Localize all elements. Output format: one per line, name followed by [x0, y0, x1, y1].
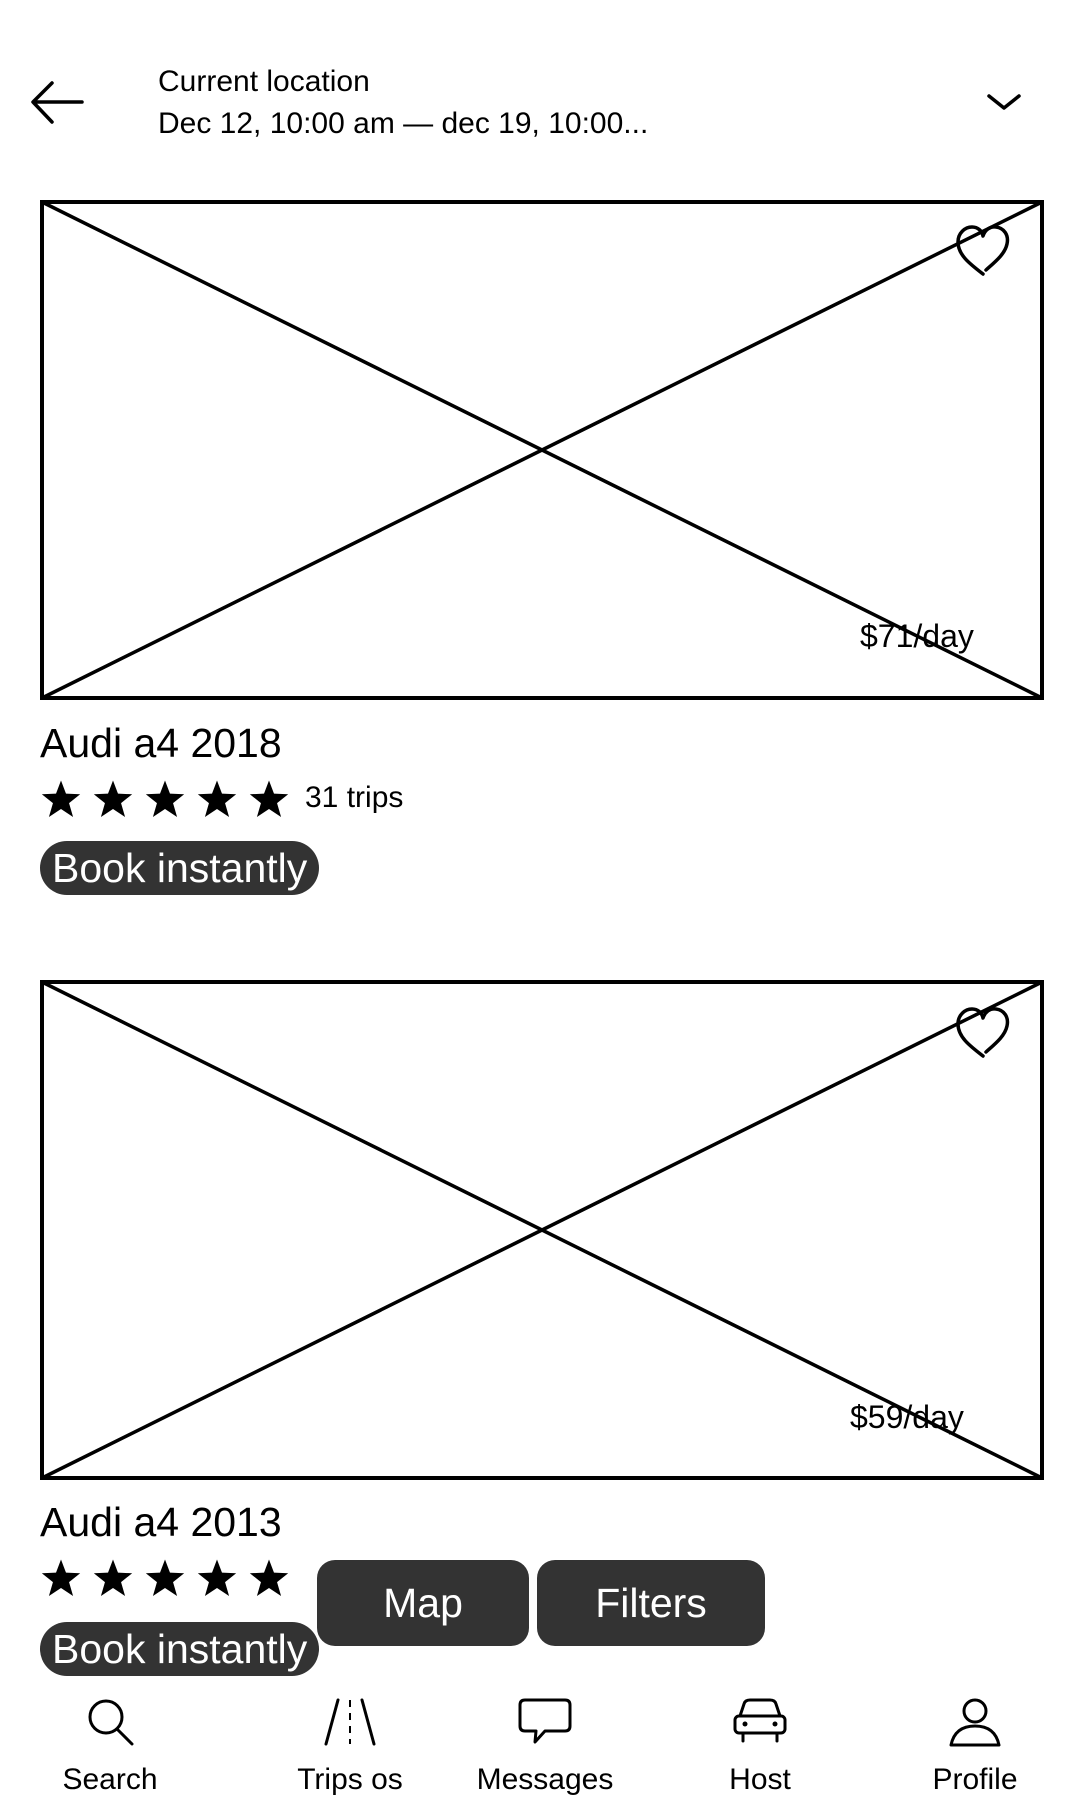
book-instantly-badge: Book instantly [40, 841, 320, 895]
favorite-button[interactable] [952, 1004, 1014, 1066]
nav-messages[interactable]: Messages [470, 1696, 620, 1798]
listing-photo[interactable] [40, 200, 1044, 700]
nav-label: Trips os [297, 1763, 403, 1796]
listing-photo[interactable] [40, 980, 1044, 1480]
star-rating [38, 777, 292, 823]
star-icon [93, 780, 133, 818]
star-rating [38, 1556, 292, 1602]
star-icon [249, 780, 289, 818]
nav-profile[interactable]: Profile [905, 1696, 1045, 1798]
favorite-button[interactable] [952, 222, 1014, 284]
star-icon [249, 1559, 289, 1597]
back-button[interactable] [28, 78, 86, 128]
star-icon [197, 780, 237, 818]
nav-label: Profile [932, 1763, 1018, 1796]
expand-button[interactable] [983, 88, 1025, 118]
star-icon [93, 1559, 133, 1597]
heart-icon [956, 1007, 1010, 1058]
car-title[interactable]: Audi a4 2018 [40, 720, 282, 766]
book-instantly-badge: Book instantly [40, 1622, 320, 1676]
road-icon [324, 1698, 376, 1746]
nav-search[interactable]: Search [40, 1696, 180, 1798]
price-tag: $59/day [850, 1399, 964, 1435]
nav-label: Host [729, 1763, 791, 1796]
arrow-left-icon [31, 81, 84, 124]
heart-icon [956, 225, 1010, 276]
filters-button[interactable]: Filters [537, 1560, 765, 1646]
star-icon [145, 780, 185, 818]
image-placeholder [40, 980, 1044, 1480]
price-tag: $71/day [860, 618, 974, 654]
image-placeholder [40, 200, 1044, 700]
date-range: Dec 12, 10:00 am — dec 19, 10:00... [158, 107, 649, 140]
chevron-down-icon [987, 94, 1021, 110]
person-icon [949, 1698, 1001, 1747]
nav-label: Search [62, 1763, 158, 1796]
map-button[interactable]: Map [317, 1560, 529, 1646]
star-icon [41, 780, 81, 818]
star-icon [145, 1559, 185, 1597]
car-title[interactable]: Audi a4 2013 [40, 1499, 282, 1545]
nav-trips[interactable]: Trips os [280, 1696, 420, 1798]
nav-host[interactable]: Host [690, 1696, 830, 1798]
car-icon [733, 1698, 787, 1743]
nav-label: Messages [476, 1763, 614, 1796]
star-icon [41, 1559, 81, 1597]
chat-bubble-icon [518, 1698, 572, 1744]
trips-count: 31 trips [305, 781, 404, 814]
location-label: Current location [158, 65, 370, 98]
search-summary[interactable]: Current location Dec 12, 10:00 am — dec … [158, 64, 648, 142]
star-icon [197, 1559, 237, 1597]
search-icon [88, 1699, 134, 1746]
